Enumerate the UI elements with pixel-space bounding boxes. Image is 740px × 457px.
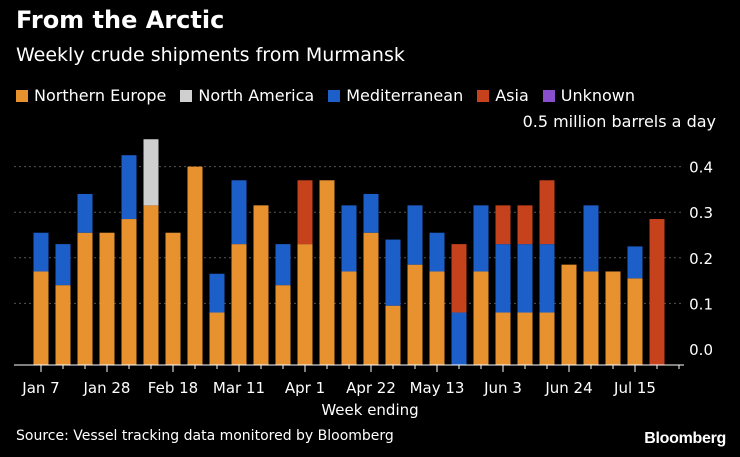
bar-segment	[55, 285, 71, 365]
bar-segment	[407, 264, 423, 365]
bar-segment	[451, 244, 467, 313]
bar-segment	[429, 271, 445, 365]
bar-segment	[275, 285, 291, 365]
bar-segment	[627, 278, 643, 365]
legend-swatch-northern-europe	[16, 89, 28, 102]
legend-item-asia: Asia	[477, 86, 529, 105]
bar-segment	[429, 232, 445, 272]
legend-item-unknown: Unknown	[542, 86, 636, 105]
bar-segment	[143, 139, 159, 206]
bar-segment	[407, 205, 423, 265]
bar-segment	[253, 205, 269, 365]
bar-segment	[451, 312, 467, 365]
legend-swatch-asia	[477, 89, 490, 102]
y-tick-label: 0.1	[689, 295, 713, 313]
y-tick-label: 0.0	[689, 341, 713, 359]
bar-segment	[583, 271, 599, 365]
bar-segment	[517, 244, 533, 313]
x-tick-label: May 13	[410, 379, 465, 397]
legend-label-unknown: Unknown	[560, 86, 636, 105]
y-tick-label: 0.2	[689, 250, 713, 268]
bar-segment	[121, 155, 137, 220]
x-axis-title: Week ending	[321, 401, 418, 419]
x-tick-label: Apr 22	[346, 379, 396, 397]
bar-segment	[231, 244, 247, 365]
bar-segment	[33, 271, 49, 365]
bar-segment	[77, 193, 93, 233]
y-tick-label: 0.3	[689, 204, 713, 222]
bar-segment	[627, 246, 643, 279]
legend: Northern Europe North America Mediterran…	[16, 86, 635, 105]
legend-item-north-america: North America	[180, 86, 314, 105]
bar-segment	[99, 232, 115, 365]
bar-segment	[495, 205, 511, 245]
bar-segment	[539, 244, 555, 313]
bar-segment	[319, 180, 335, 365]
unit-label: 0.5 million barrels a day	[522, 112, 716, 131]
bar-segment	[495, 244, 511, 313]
x-tick-label: Jan 28	[83, 379, 131, 397]
bar-segment	[275, 244, 291, 286]
legend-label-mediterranean: Mediterranean	[346, 86, 464, 105]
bar-segment	[341, 271, 357, 365]
bar-segment	[649, 219, 665, 365]
bar-segment	[209, 312, 225, 365]
x-tick-label: Jul 15	[613, 379, 656, 397]
bar-segment	[209, 273, 225, 313]
bar-segment	[583, 205, 599, 272]
bar-segment	[143, 205, 159, 365]
bar-segment	[473, 205, 489, 272]
legend-label-northern-europe: Northern Europe	[34, 86, 167, 105]
bar-segment	[297, 180, 313, 245]
x-tick-label: Apr 1	[285, 379, 325, 397]
y-tick-label: 0.4	[689, 159, 713, 177]
legend-label-north-america: North America	[198, 86, 315, 105]
bar-segment	[473, 271, 489, 365]
bar-segment	[297, 244, 313, 365]
bar-segment	[55, 244, 71, 286]
bar-segment	[363, 232, 379, 365]
bar-segment	[495, 312, 511, 365]
bar-segment	[517, 312, 533, 365]
bar-segment	[231, 180, 247, 245]
bar-segment	[539, 180, 555, 245]
bar-segment	[187, 166, 203, 365]
bar-segment	[517, 205, 533, 245]
bar-segment	[539, 312, 555, 365]
legend-item-mediterranean: Mediterranean	[328, 86, 463, 105]
bar-segment	[385, 305, 401, 365]
bar-segment	[33, 232, 49, 272]
legend-swatch-north-america	[180, 89, 193, 102]
bar-segment	[165, 232, 181, 365]
bar-segment	[77, 232, 93, 365]
chart-subtitle: Weekly crude shipments from Murmansk	[16, 44, 405, 66]
bar-segment	[363, 193, 379, 233]
legend-item-northern-europe: Northern Europe	[16, 86, 166, 105]
legend-swatch-mediterranean	[328, 89, 341, 102]
bar-segment	[385, 239, 401, 306]
x-tick-label: Mar 11	[213, 379, 265, 397]
legend-swatch-unknown	[542, 89, 555, 102]
x-tick-label: Feb 18	[148, 379, 198, 397]
bar-segment	[561, 264, 577, 365]
brand-logo: Bloomberg	[644, 430, 726, 447]
bar-segment	[341, 205, 357, 272]
source-note: Source: Vessel tracking data monitored b…	[16, 428, 394, 444]
x-tick-label: Jan 7	[21, 379, 59, 397]
x-tick-label: Jun 24	[544, 379, 592, 397]
bar-segment	[121, 219, 137, 365]
bar-segment	[605, 271, 621, 365]
legend-label-asia: Asia	[495, 86, 529, 105]
chart-title: From the Arctic	[16, 6, 225, 34]
x-tick-label: Jun 3	[483, 379, 522, 397]
